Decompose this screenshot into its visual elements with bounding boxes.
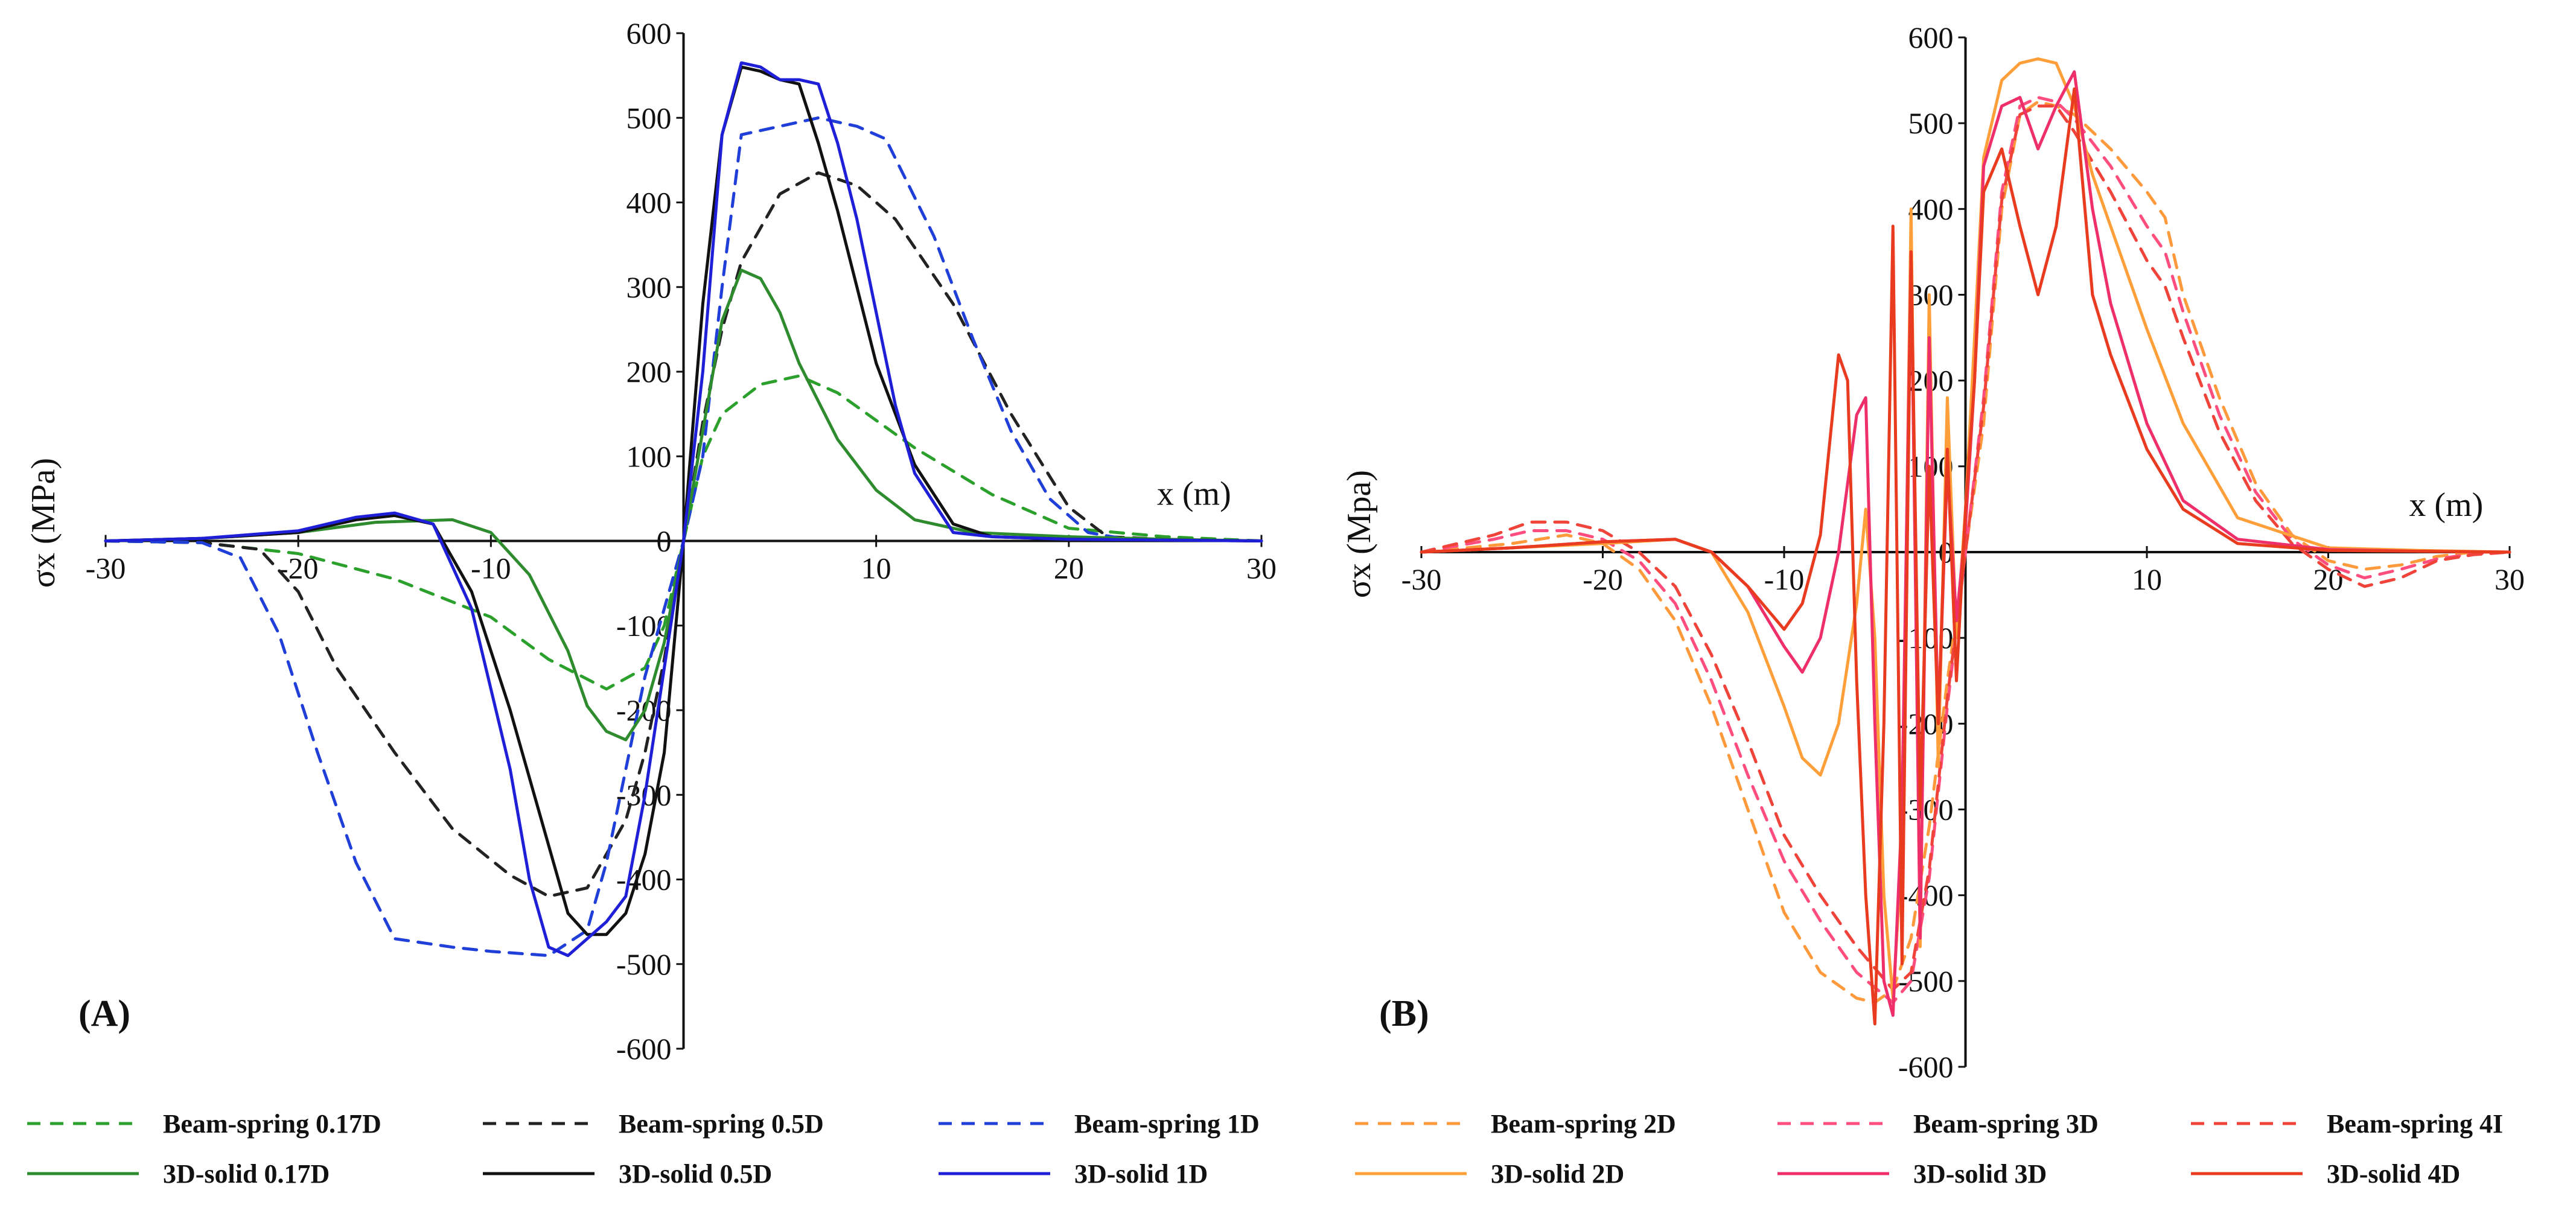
x-axis-title: x (m)	[2409, 486, 2483, 524]
series-line-beam-spring-0-17d	[104, 374, 1263, 691]
legend-label: Beam-spring 1D	[1074, 1109, 1260, 1139]
y-tick-label: -400	[616, 863, 672, 897]
legend-label: Beam-spring 4I	[2327, 1109, 2503, 1139]
panel-label: (B)	[1379, 993, 1429, 1034]
series-line-beam-spring-3d	[1420, 96, 2511, 1004]
y-tick-label: 200	[626, 355, 672, 389]
legend-label: 3D-solid 3D	[1913, 1159, 2047, 1189]
y-tick-label: 100	[626, 439, 672, 473]
panel-a-chart: -30 -20 -10 10 20 30-600-500-400-300-200-1000…	[25, 16, 1277, 1066]
x-tick-label: -20	[1583, 562, 1623, 596]
legend-label: Beam-spring 0.17D	[163, 1109, 381, 1139]
y-tick-label: 600	[626, 16, 672, 50]
x-tick-label: 20	[1054, 552, 1084, 585]
series-line-3d-solid-1d	[104, 61, 1263, 958]
series-line-beam-spring-1d	[104, 116, 1263, 958]
x-tick-label: 10	[2132, 562, 2162, 596]
y-tick-label: 500	[626, 101, 672, 135]
y-tick-label: 300	[626, 270, 672, 304]
y-axis-title: σx (MPa)	[25, 458, 62, 588]
y-tick-label: -100	[616, 609, 672, 643]
x-tick-label: -30	[1401, 562, 1442, 596]
x-tick-label: 10	[861, 552, 891, 585]
y-tick-label: -500	[1898, 964, 1954, 998]
y-tick-label: -600	[616, 1032, 672, 1066]
y-tick-label: -500	[616, 947, 672, 981]
y-tick-label: 500	[1908, 106, 1954, 140]
legend-label: 3D-solid 0.17D	[163, 1159, 330, 1189]
x-tick-label: 30	[2495, 562, 2525, 596]
legend-label: 3D-solid 4D	[2327, 1159, 2460, 1189]
x-tick-label: -10	[471, 552, 511, 585]
y-tick-label: 0	[657, 524, 672, 558]
panel-b-chart: -30 -20 -10 10 20 30-600-500-400-300-200-1000…	[1341, 21, 2525, 1084]
x-axis-title: x (m)	[1157, 475, 1231, 513]
x-tick-label: -30	[86, 552, 126, 585]
legend-label: 3D-solid 2D	[1491, 1159, 1624, 1189]
series-line-3d-solid-3d	[1420, 70, 2511, 1017]
x-tick-label: 30	[1246, 552, 1277, 585]
y-axis-title: σx (Mpa)	[1341, 470, 1378, 598]
legend-label: Beam-spring 0.5D	[619, 1109, 824, 1139]
y-tick-label: 400	[1908, 192, 1954, 226]
legend-label: 3D-solid 1D	[1074, 1159, 1208, 1189]
y-tick-label: -300	[1898, 793, 1954, 827]
legend-label: Beam-spring 2D	[1491, 1109, 1676, 1139]
series-line-beam-spring-2d	[1420, 100, 2511, 1004]
series-line-3d-solid-4d	[1420, 87, 2511, 1026]
y-tick-label: 600	[1908, 21, 1954, 54]
legend: Beam-spring 0.17D Beam-spring 0.5D Beam-sp…	[27, 1109, 2503, 1189]
legend-label: Beam-spring 3D	[1913, 1109, 2099, 1139]
y-tick-label: 400	[626, 186, 672, 220]
y-tick-label: -600	[1898, 1050, 1954, 1084]
legend-label: 3D-solid 0.5D	[619, 1159, 772, 1189]
panel-label: (A)	[78, 993, 130, 1034]
x-tick-label: -10	[1764, 562, 1805, 596]
